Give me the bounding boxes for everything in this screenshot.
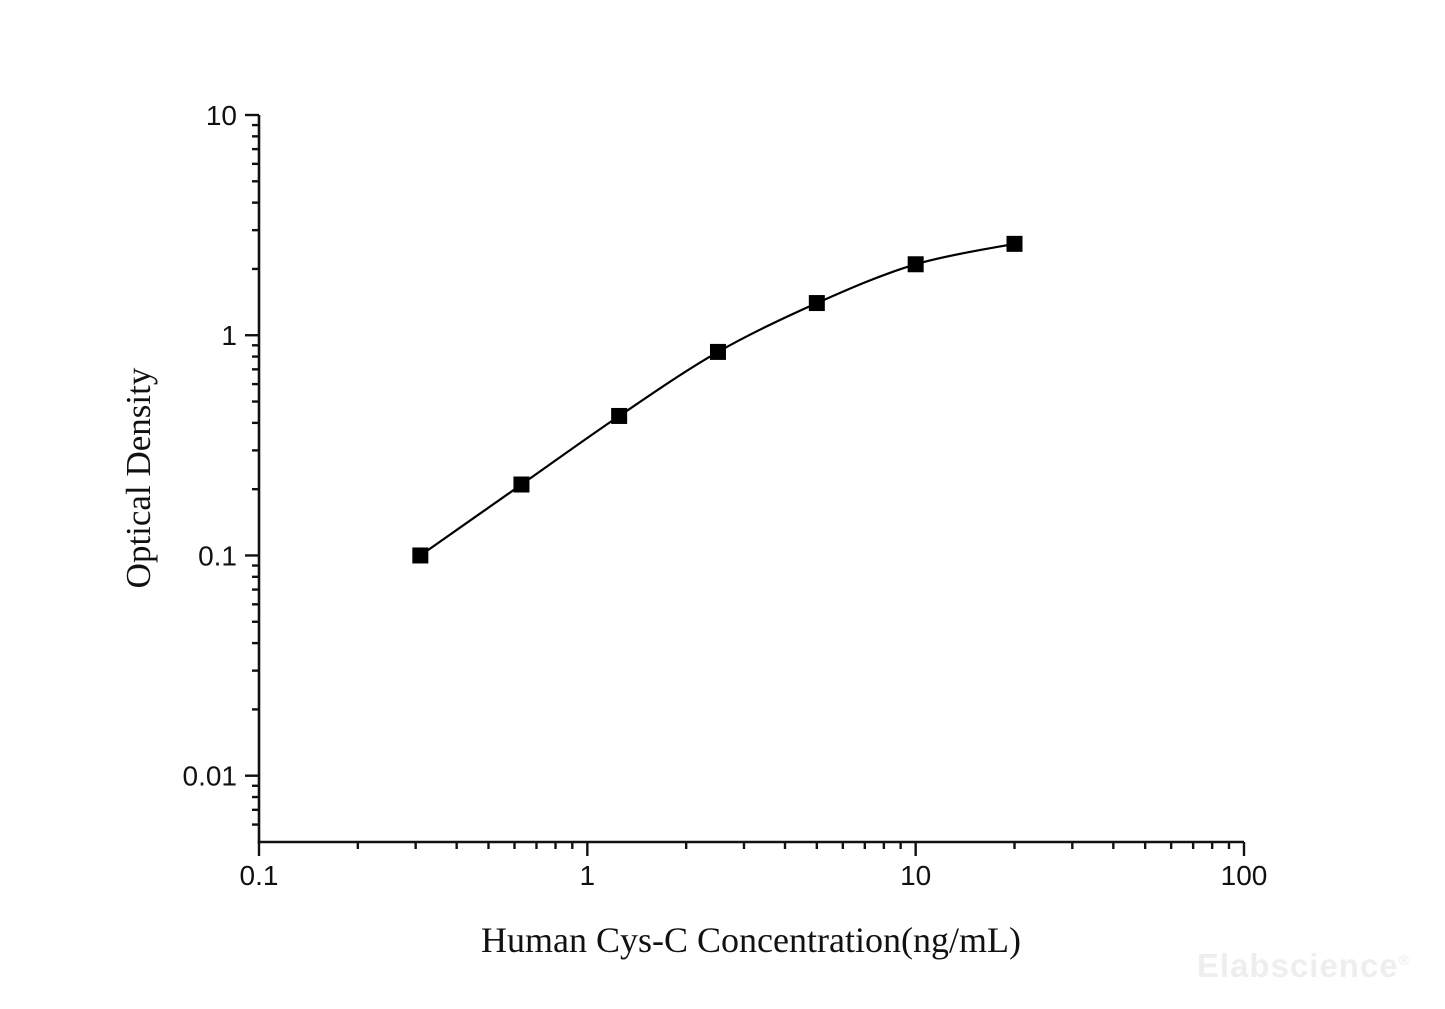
curve-series: [412, 235, 1023, 564]
x-tick-label: 100: [1221, 860, 1268, 891]
y-tick-label: 0.01: [183, 761, 238, 792]
axis-tick-labels: 0.1 1 10 100 0.01 0.1 1 10: [183, 100, 1268, 891]
x-axis-title: Human Cys-C Concentration(ng/mL): [481, 920, 1021, 960]
x-tick-label: 0.1: [240, 860, 279, 891]
standard-curve-line: [419, 242, 1015, 557]
data-point-marker: [412, 547, 429, 564]
axis-ticks: [245, 113, 1246, 856]
data-point-marker: [611, 407, 628, 424]
watermark-text: Elabscience: [1196, 947, 1399, 984]
y-tick-label: 0.1: [198, 540, 237, 571]
registered-trademark-icon: ®: [1398, 952, 1410, 968]
data-point-marker: [709, 343, 726, 360]
y-tick-label: 1: [221, 320, 237, 351]
data-point-marker: [513, 476, 530, 493]
data-point-marker: [1006, 235, 1023, 252]
y-tick-label: 10: [206, 100, 237, 131]
x-tick-label: 1: [580, 860, 596, 891]
data-point-marker: [808, 295, 825, 312]
axes: [257, 115, 1244, 844]
y-axis-title: Optical Density: [119, 367, 158, 588]
data-point-marker: [907, 256, 924, 273]
watermark-elabscience: Elabscience®: [1197, 947, 1410, 985]
x-tick-label: 10: [900, 860, 931, 891]
